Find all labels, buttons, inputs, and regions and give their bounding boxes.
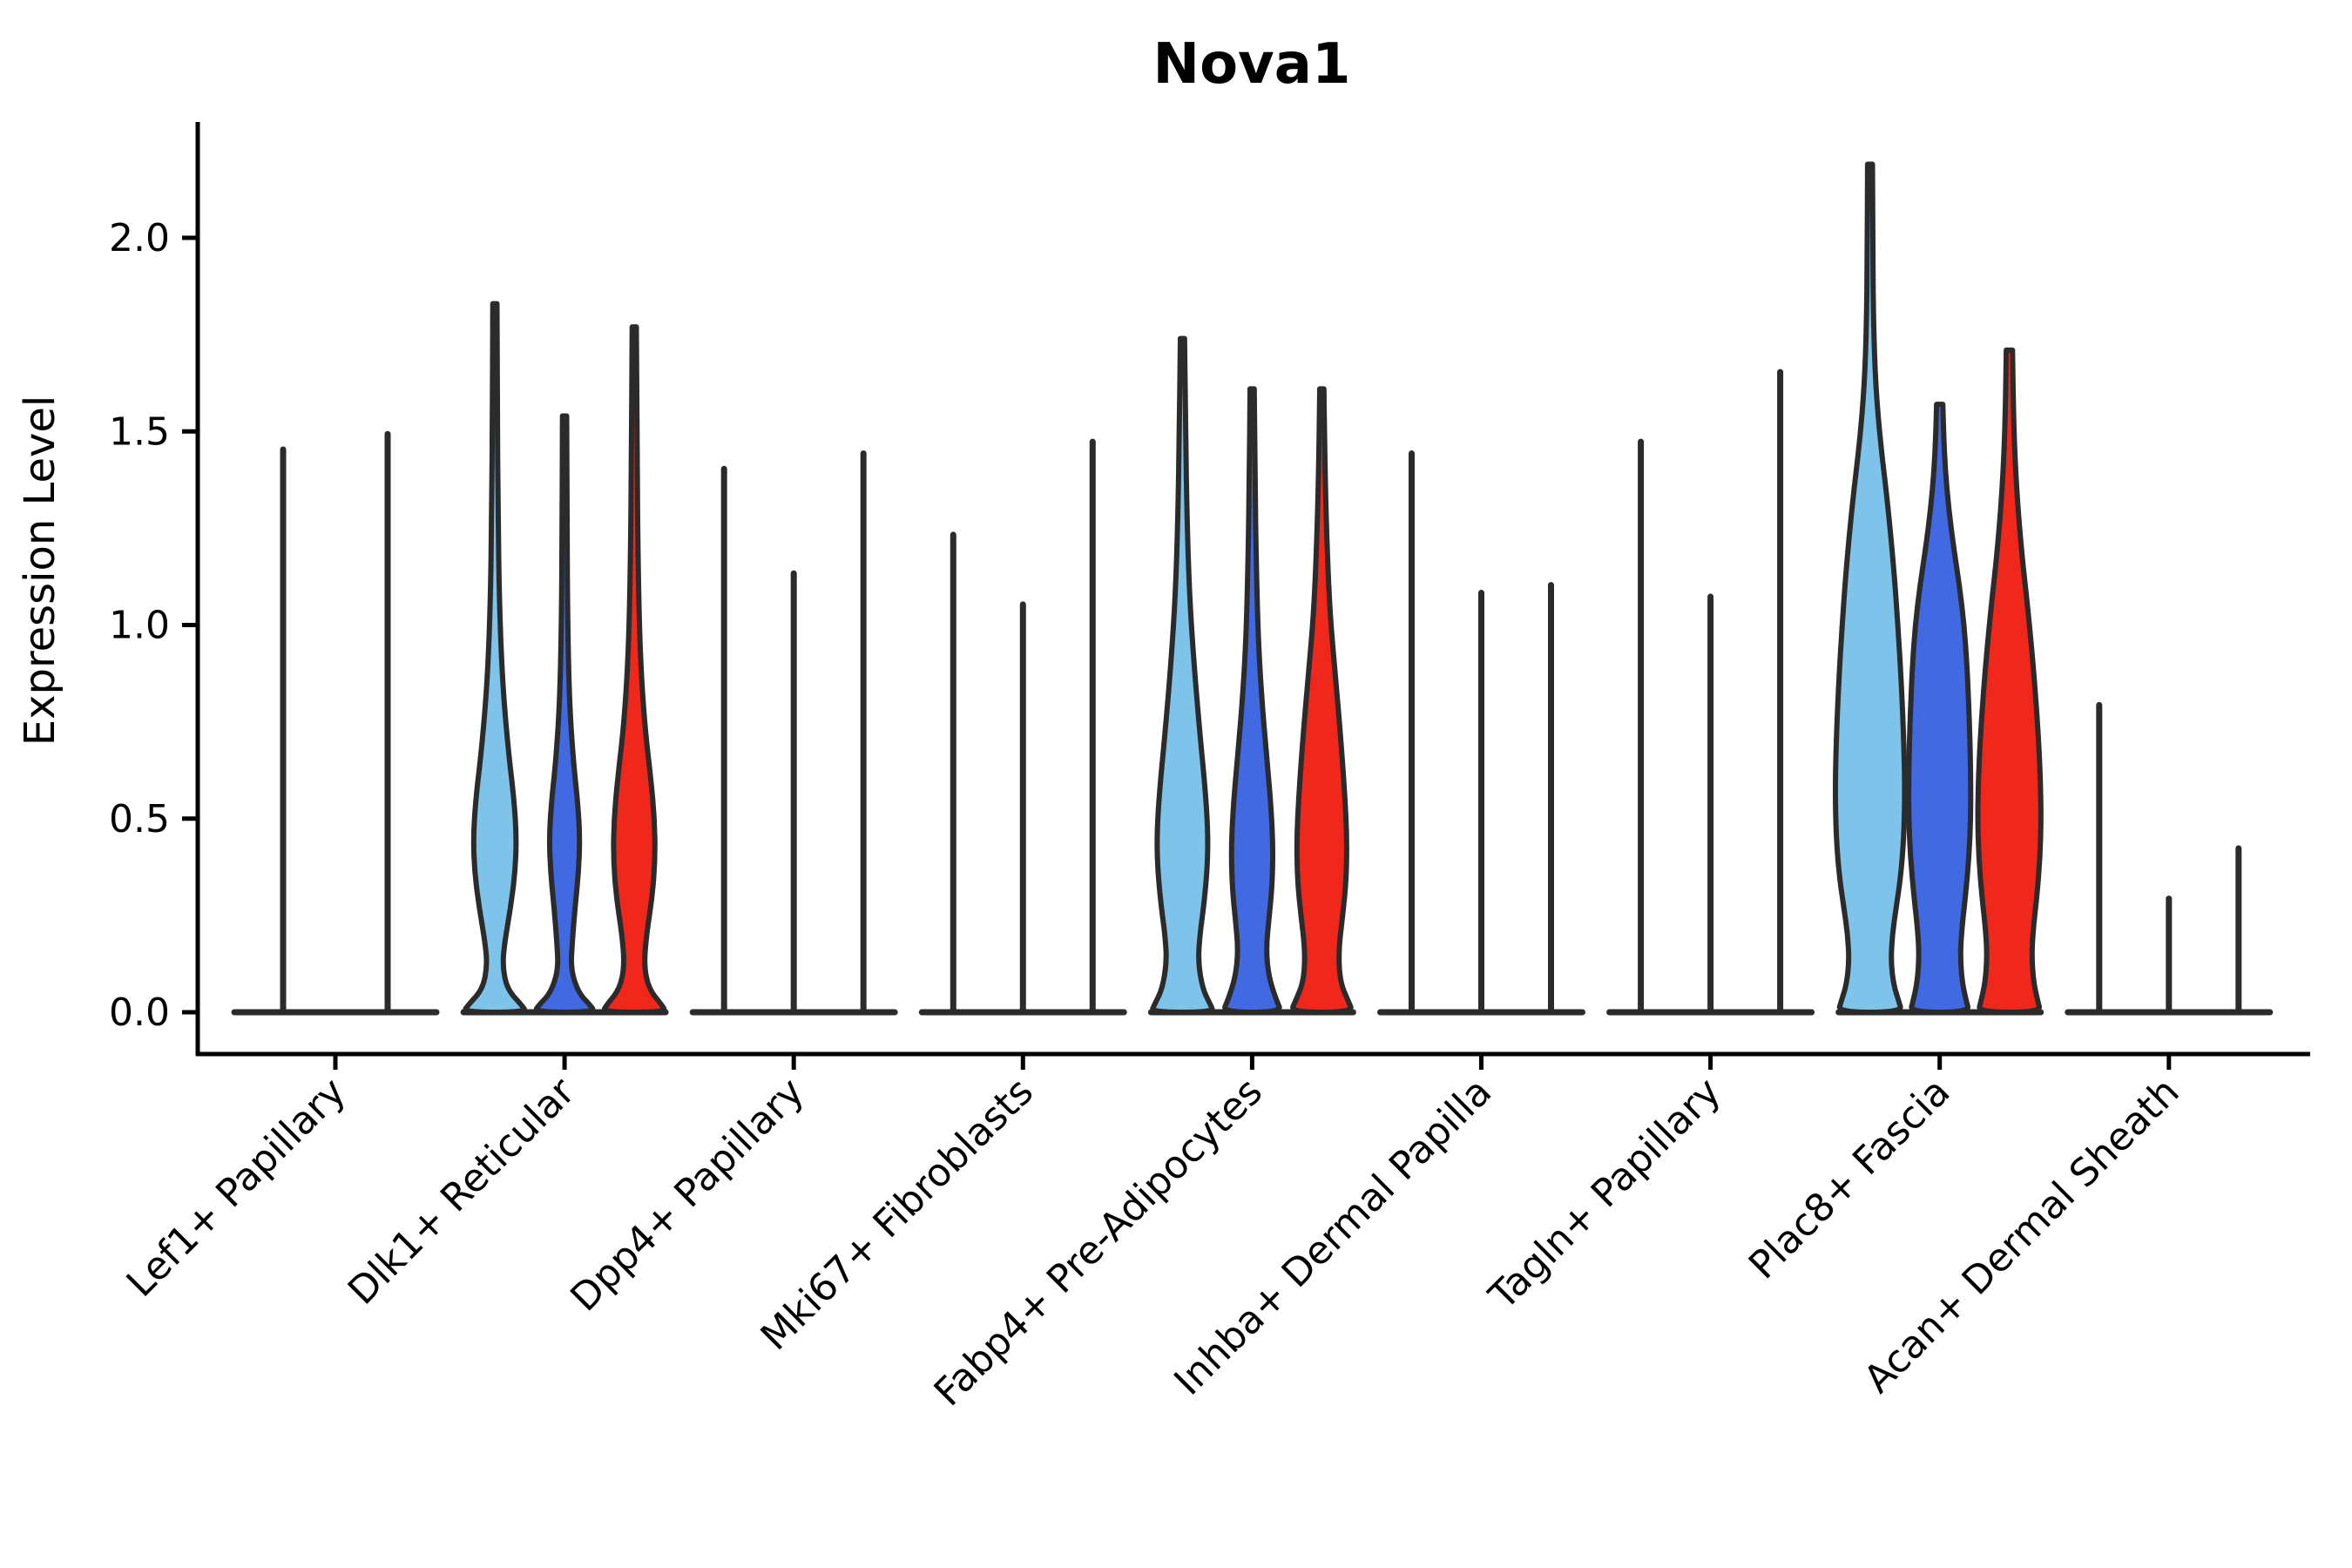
violin-layer [231, 161, 2274, 1016]
y-tick-label: 1.5 [109, 409, 170, 454]
violin-body [1290, 386, 1354, 1015]
x-tick-label: Dlk1+ Reticular [340, 1069, 585, 1314]
violin-body [1975, 347, 2044, 1015]
y-tick-label: 1.0 [109, 604, 170, 648]
violin-body [1222, 386, 1282, 1015]
violin-group [1147, 335, 1356, 1016]
violin-group [231, 430, 440, 1016]
x-tick-label: Dpp4+ Papillary [562, 1070, 813, 1321]
y-tick-label: 0.0 [109, 990, 170, 1035]
y-tick-label: 0.5 [109, 797, 170, 841]
y-tick-label: 2.0 [109, 216, 170, 260]
violin-body [1906, 402, 1974, 1015]
x-tick-label: Plac8+ Fascia [1740, 1070, 1959, 1288]
x-tick-label: Lef1+ Papillary [118, 1070, 355, 1306]
violin-group [1606, 368, 1815, 1016]
violin-body [533, 413, 596, 1015]
violin-group [1833, 161, 2044, 1016]
violin-group [2065, 701, 2274, 1016]
violin-group [460, 301, 669, 1016]
violin-group [1377, 449, 1585, 1016]
violin-body [602, 324, 667, 1015]
violin-group [689, 449, 898, 1016]
chart-title: Nova1 [1153, 32, 1351, 97]
violin-body [1833, 161, 1908, 1015]
violin-body [463, 301, 527, 1015]
y-axis-label: Expression Level [16, 395, 64, 747]
x-tick-label: Tagln+ Papillary [1480, 1070, 1729, 1319]
violin-group [918, 438, 1127, 1016]
axes-layer [182, 122, 2310, 1070]
violin-body [1150, 335, 1215, 1015]
